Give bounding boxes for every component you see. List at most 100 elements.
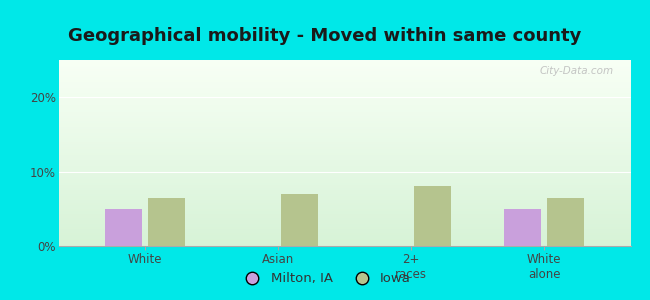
Bar <box>58 214 630 216</box>
Bar <box>58 106 630 108</box>
Bar <box>58 209 630 211</box>
Bar <box>58 233 630 235</box>
Bar <box>58 188 630 190</box>
Bar <box>58 146 630 147</box>
Bar <box>58 172 630 173</box>
Bar <box>58 88 630 90</box>
Bar <box>58 164 630 166</box>
Bar <box>58 242 630 244</box>
Bar <box>58 71 630 73</box>
Bar <box>58 77 630 79</box>
Bar <box>58 157 630 159</box>
Bar <box>58 216 630 218</box>
Bar <box>58 103 630 105</box>
Bar <box>58 140 630 142</box>
Bar <box>58 122 630 123</box>
Bar <box>58 119 630 122</box>
Bar <box>148 198 185 246</box>
Legend: Milton, IA, Iowa: Milton, IA, Iowa <box>234 267 416 290</box>
Bar <box>58 62 630 64</box>
Bar <box>58 218 630 220</box>
Bar <box>58 211 630 212</box>
Bar <box>58 187 630 188</box>
Bar <box>58 198 630 200</box>
Bar <box>58 147 630 149</box>
Bar <box>58 69 630 71</box>
Bar <box>58 166 630 168</box>
Bar <box>58 226 630 227</box>
Bar <box>58 207 630 209</box>
Bar <box>58 82 630 84</box>
Bar <box>58 173 630 175</box>
Bar <box>58 229 630 231</box>
Bar <box>58 224 630 226</box>
Bar <box>58 184 630 187</box>
Bar <box>58 110 630 112</box>
Bar <box>58 75 630 77</box>
Bar <box>58 222 630 224</box>
Bar <box>58 108 630 110</box>
Bar <box>58 238 630 240</box>
Bar <box>58 190 630 192</box>
Bar <box>58 168 630 170</box>
Bar <box>58 60 630 62</box>
Bar <box>58 112 630 114</box>
Bar <box>281 194 318 246</box>
Bar <box>58 200 630 201</box>
Bar <box>58 68 630 69</box>
Bar <box>58 80 630 82</box>
Bar <box>58 192 630 194</box>
Bar <box>58 181 630 183</box>
Text: City-Data.com: City-Data.com <box>540 66 614 76</box>
Bar <box>58 95 630 97</box>
Bar <box>58 99 630 101</box>
Bar <box>58 159 630 161</box>
Bar <box>58 138 630 140</box>
Bar <box>58 179 630 181</box>
Bar <box>58 79 630 80</box>
Bar <box>58 133 630 134</box>
Bar <box>58 105 630 106</box>
Bar <box>58 170 630 172</box>
Bar <box>58 125 630 127</box>
Bar <box>58 153 630 155</box>
Bar <box>58 118 630 119</box>
Bar <box>58 177 630 179</box>
Bar <box>58 155 630 157</box>
Bar <box>58 162 630 164</box>
Bar <box>413 187 451 246</box>
Bar <box>58 142 630 144</box>
Bar <box>58 194 630 196</box>
Bar <box>58 183 630 184</box>
Bar <box>58 201 630 203</box>
Bar <box>58 101 630 103</box>
Bar <box>58 86 630 88</box>
Bar <box>58 196 630 198</box>
Bar <box>58 149 630 151</box>
Bar <box>58 231 630 233</box>
Bar <box>58 244 630 246</box>
Bar <box>58 134 630 136</box>
Bar <box>58 94 630 95</box>
Bar <box>58 97 630 99</box>
Bar <box>58 73 630 75</box>
Bar <box>58 90 630 92</box>
Bar <box>58 144 630 146</box>
Bar <box>547 198 584 246</box>
Bar <box>105 209 142 246</box>
Bar <box>58 237 630 239</box>
Bar <box>58 203 630 205</box>
Bar <box>58 64 630 66</box>
Bar <box>58 92 630 94</box>
Bar <box>504 209 541 246</box>
Bar <box>58 205 630 207</box>
Bar <box>58 240 630 242</box>
Bar <box>58 66 630 68</box>
Bar <box>58 175 630 177</box>
Bar <box>58 131 630 133</box>
Bar <box>58 116 630 118</box>
Bar <box>58 212 630 214</box>
Bar <box>58 129 630 131</box>
Bar <box>58 114 630 116</box>
Bar <box>58 127 630 129</box>
